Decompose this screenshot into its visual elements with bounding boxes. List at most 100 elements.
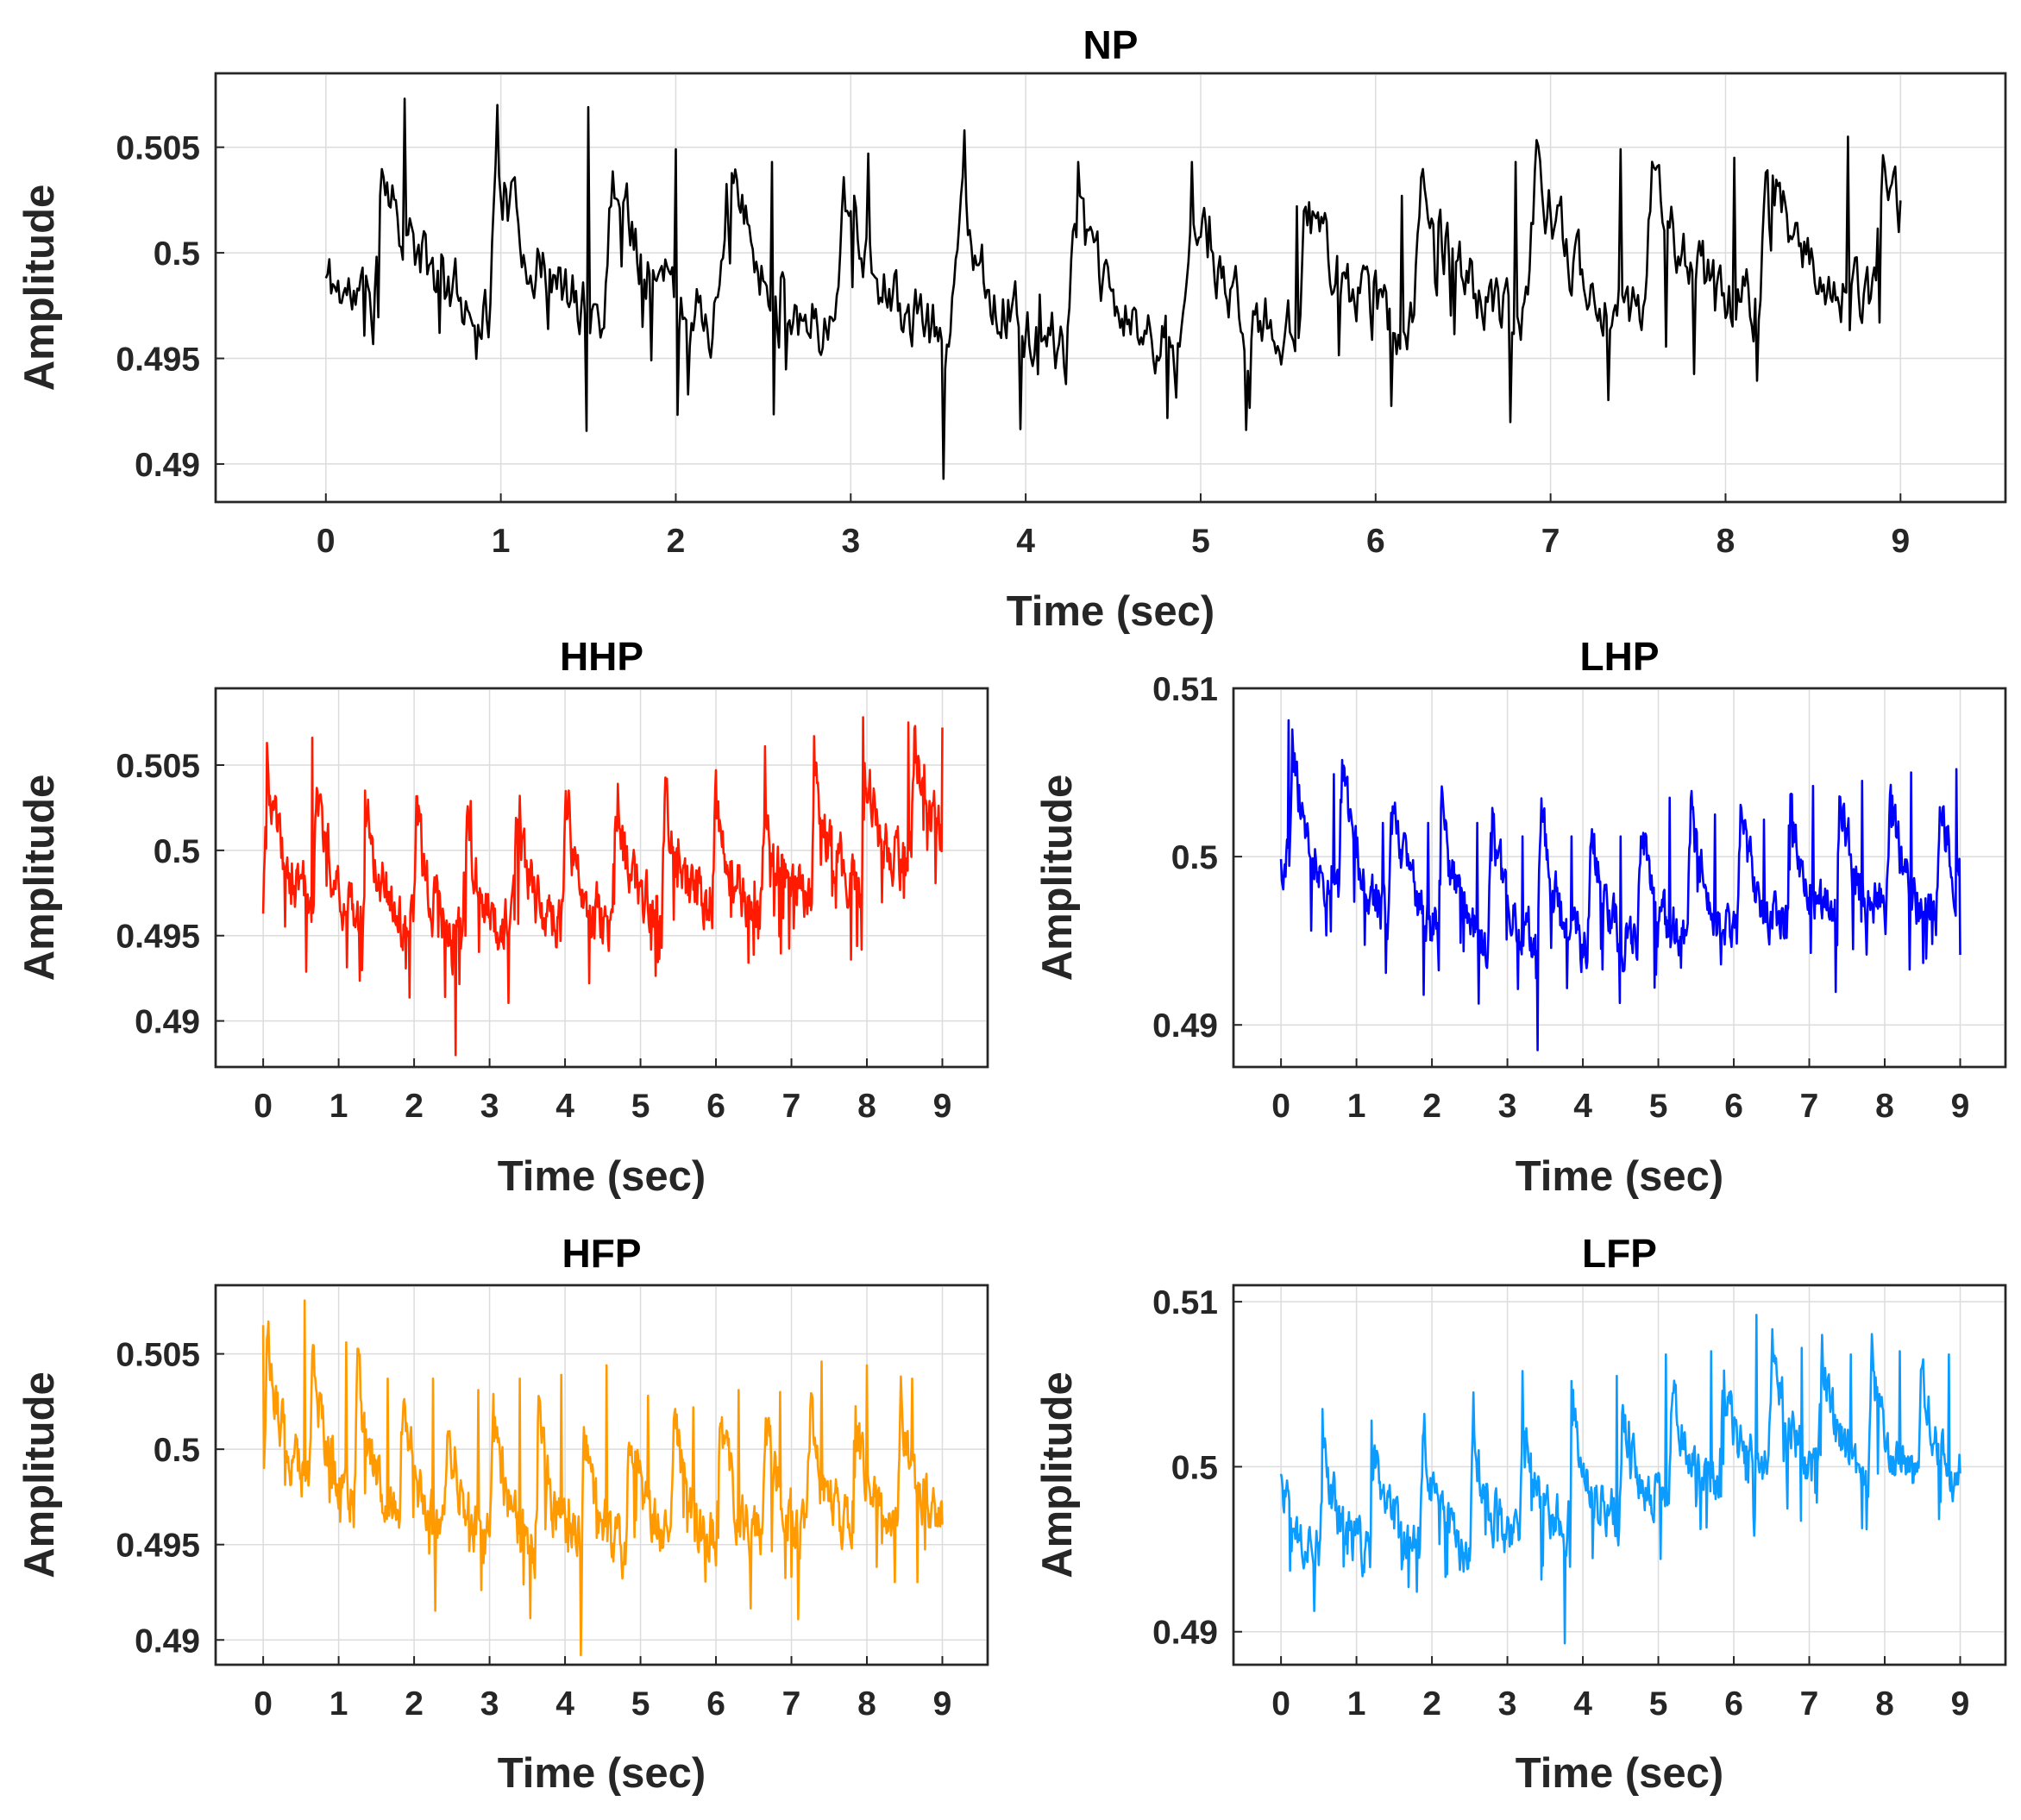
hfp-y-tick-label: 0.5: [154, 1432, 200, 1469]
hhp-x-tick-label: 0: [254, 1088, 273, 1125]
hfp-y-tick-label: 0.495: [116, 1528, 200, 1565]
hhp-x-tick-label: 1: [330, 1088, 348, 1125]
np-chart: 0 1 2 3 4 5 6 7 8 9 0.49 0.495 0.5 0.505 NP Time (sec) A…: [16, 22, 2007, 635]
np-series-line: [324, 97, 1902, 480]
hhp-axes-box: [214, 687, 989, 1069]
hfp-x-tick-label: 6: [706, 1685, 725, 1723]
np-y-axis-label: Amplitude: [16, 185, 63, 392]
hhp-x-tick-label: 4: [555, 1088, 574, 1125]
hhp-series-line: [261, 716, 944, 1057]
hhp-y-tick-label: 0.505: [116, 748, 200, 785]
hhp-x-tick-label: 7: [782, 1088, 801, 1125]
lhp-x-axis-label: Time (sec): [1516, 1153, 1723, 1200]
np-x-tick-label: 7: [1541, 523, 1560, 560]
lfp-series-line: [1279, 1314, 1961, 1645]
lfp-x-axis-label: Time (sec): [1516, 1750, 1723, 1797]
hfp-x-tick-label: 2: [405, 1685, 424, 1723]
np-x-tick-label: 1: [492, 523, 511, 560]
hhp-plot-area: [214, 687, 989, 1069]
hfp-x-tick-label: 5: [631, 1685, 650, 1723]
lfp-x-tick-label: 0: [1271, 1685, 1290, 1723]
lfp-title: LFP: [1582, 1231, 1657, 1276]
hfp-x-tick-label: 1: [330, 1685, 348, 1723]
hhp-chart: 0 1 2 3 4 5 6 7 8 9 0.49 0.495 0.5 0.505 HHP Time (sec)…: [16, 634, 989, 1200]
np-x-tick-label: 9: [1891, 523, 1910, 560]
hfp-title: HFP: [562, 1231, 642, 1276]
lhp-x-tick-label: 3: [1498, 1088, 1517, 1125]
np-x-tick-label: 4: [1016, 523, 1035, 560]
lhp-y-axis-label: Amplitude: [1034, 775, 1081, 982]
hhp-title: HHP: [560, 634, 643, 679]
hfp-x-tick-label: 9: [933, 1685, 952, 1723]
hhp-y-axis-label: Amplitude: [16, 775, 63, 982]
hfp-y-tick-label: 0.49: [135, 1622, 200, 1660]
lfp-axes-box: [1232, 1283, 2007, 1666]
np-axes-box: [214, 72, 2007, 504]
lfp-x-tick-label: 3: [1498, 1685, 1517, 1723]
hfp-chart: 0 1 2 3 4 5 6 7 8 9 0.49 0.495 0.5 0.505 HFP Time (sec)…: [16, 1231, 989, 1797]
hhp-x-tick-label: 5: [631, 1088, 650, 1125]
np-y-tick-label: 0.495: [116, 342, 200, 379]
lhp-x-tick-label: 7: [1800, 1088, 1819, 1125]
hfp-x-tick-label: 3: [480, 1685, 499, 1723]
lfp-x-tick-label: 4: [1573, 1685, 1592, 1723]
lfp-plot-area: [1232, 1283, 2007, 1666]
np-x-tick-label: 0: [317, 523, 336, 560]
hhp-x-tick-label: 8: [857, 1088, 876, 1125]
lhp-x-tick-label: 6: [1724, 1088, 1743, 1125]
hfp-series-line: [261, 1299, 944, 1657]
hhp-x-tick-label: 9: [933, 1088, 952, 1125]
lfp-y-tick-label: 0.5: [1171, 1449, 1218, 1486]
lfp-x-tick-label: 2: [1422, 1685, 1441, 1723]
hfp-x-tick-label: 0: [254, 1685, 273, 1723]
np-y-tick-label: 0.49: [135, 447, 200, 484]
lhp-chart: 0 1 2 3 4 5 6 7 8 9 0.49 0.5 0.51 LHP Time (sec) Amplit…: [1034, 634, 2007, 1200]
np-y-tick-label: 0.5: [154, 235, 200, 273]
lhp-x-tick-label: 4: [1573, 1088, 1592, 1125]
lfp-x-tick-label: 8: [1875, 1685, 1894, 1723]
lfp-x-tick-label: 9: [1951, 1685, 1970, 1723]
lhp-title: LHP: [1580, 634, 1660, 679]
lhp-y-tick-label: 0.5: [1171, 839, 1218, 876]
hhp-y-tick-label: 0.49: [135, 1004, 200, 1041]
hfp-x-tick-label: 4: [555, 1685, 574, 1723]
hfp-x-tick-label: 7: [782, 1685, 801, 1723]
lhp-series-line: [1279, 719, 1961, 1051]
hfp-y-axis-label: Amplitude: [16, 1371, 63, 1578]
np-y-tick-label: 0.505: [116, 130, 200, 167]
hfp-y-tick-label: 0.505: [116, 1337, 200, 1374]
hhp-x-tick-label: 3: [480, 1088, 499, 1125]
lhp-y-tick-label: 0.51: [1152, 671, 1218, 708]
lfp-y-axis-label: Amplitude: [1034, 1371, 1081, 1578]
lfp-x-tick-label: 6: [1724, 1685, 1743, 1723]
hhp-y-tick-label: 0.495: [116, 919, 200, 956]
np-title: NP: [1083, 22, 1139, 67]
np-x-tick-label: 6: [1366, 523, 1385, 560]
np-x-tick-label: 3: [841, 523, 860, 560]
lfp-x-tick-label: 5: [1649, 1685, 1668, 1723]
hhp-x-tick-label: 6: [706, 1088, 725, 1125]
hhp-x-tick-label: 2: [405, 1088, 424, 1125]
lfp-x-tick-label: 7: [1800, 1685, 1819, 1723]
lhp-y-tick-label: 0.49: [1152, 1007, 1218, 1045]
hhp-y-tick-label: 0.5: [154, 833, 200, 870]
hfp-axes-box: [214, 1283, 989, 1666]
lfp-y-tick-label: 0.49: [1152, 1615, 1218, 1652]
hhp-x-axis-label: Time (sec): [498, 1153, 706, 1200]
np-x-axis-label: Time (sec): [1007, 588, 1214, 635]
lfp-chart: 0 1 2 3 4 5 6 7 8 9 0.49 0.5 0.51 LFP Time (sec) Amplit…: [1034, 1231, 2007, 1797]
lhp-x-tick-label: 9: [1951, 1088, 1970, 1125]
lhp-x-tick-label: 0: [1271, 1088, 1290, 1125]
hfp-x-tick-label: 8: [857, 1685, 876, 1723]
hfp-x-axis-label: Time (sec): [498, 1750, 706, 1797]
lhp-x-tick-label: 2: [1422, 1088, 1441, 1125]
lhp-x-tick-label: 5: [1649, 1088, 1668, 1125]
np-x-tick-label: 8: [1717, 523, 1735, 560]
lhp-x-tick-label: 1: [1347, 1088, 1366, 1125]
lfp-y-tick-label: 0.51: [1152, 1284, 1218, 1321]
lhp-axes-box: [1232, 687, 2007, 1069]
np-x-tick-label: 5: [1191, 523, 1210, 560]
np-x-tick-label: 2: [667, 523, 686, 560]
